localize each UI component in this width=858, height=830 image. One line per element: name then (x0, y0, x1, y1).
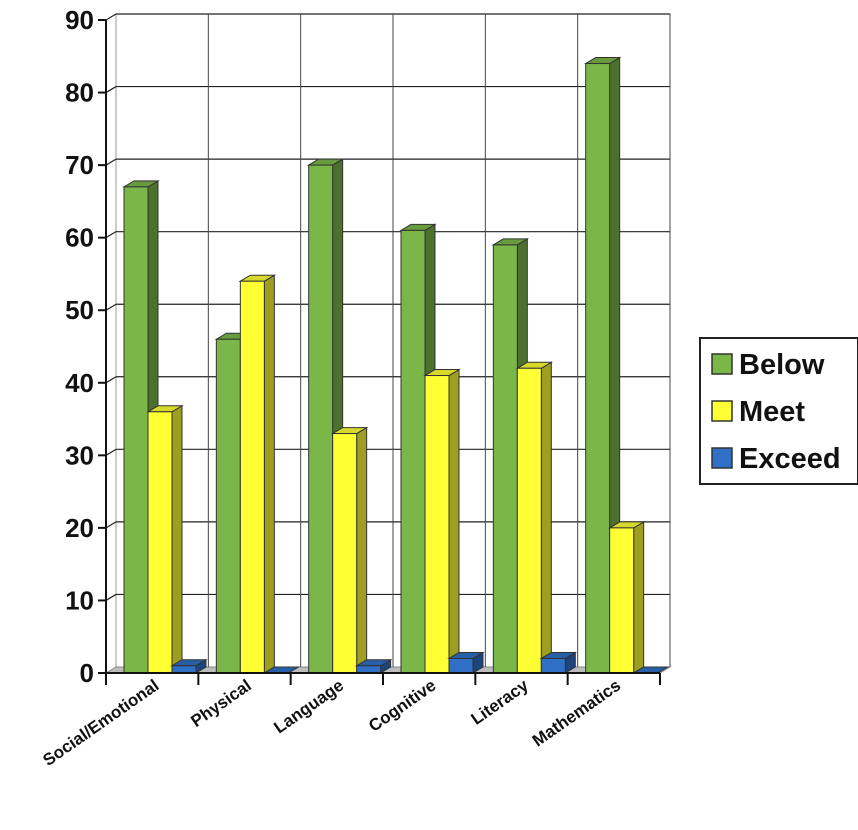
y-tick-label: 50 (65, 295, 94, 325)
bar-front (147, 411, 173, 674)
legend-swatch (711, 447, 733, 469)
bar-front (308, 164, 334, 674)
legend-item-exceed: Exceed (711, 443, 841, 475)
legend: Below Meet Exceed (699, 337, 858, 485)
legend-item-meet: Meet (711, 396, 805, 428)
bar-meet-cognitive (423, 368, 461, 674)
gridline-side (105, 448, 117, 456)
x-axis-categories: Social/Emotional Physical Language Cognitiv… (39, 675, 624, 769)
gridline-side (105, 158, 117, 166)
bar-front (239, 280, 265, 674)
y-tick-label: 60 (65, 223, 94, 253)
bar-side (171, 404, 183, 674)
bar-front (171, 665, 197, 674)
bar-side (263, 274, 275, 674)
legend-label: Exceed (739, 443, 841, 475)
bar-front (400, 229, 426, 674)
x-category-label: Literacy (467, 675, 532, 728)
bar-front (516, 367, 542, 674)
bar-meet-language (330, 426, 369, 674)
y-tick-label: 20 (65, 513, 94, 543)
gridline-side (105, 376, 117, 384)
bar-front (123, 186, 149, 674)
bar-front (492, 244, 518, 674)
bar-side (633, 521, 645, 674)
bar-exceed-social-emotional (170, 658, 208, 674)
gridline-side (105, 593, 117, 601)
bar-exceed-language (354, 658, 393, 674)
bar-exceed-literacy (539, 651, 578, 674)
bar-side (540, 361, 552, 674)
y-tick-label: 30 (65, 440, 94, 470)
legend-label: Meet (739, 396, 805, 428)
y-tick-label: 0 (80, 658, 94, 688)
bar-side (356, 426, 368, 674)
gridline-side (105, 303, 117, 311)
gridline-side (105, 521, 117, 529)
bar-meet-social-emotional (146, 404, 184, 674)
bar-front (609, 527, 635, 674)
legend-swatch (711, 353, 733, 375)
gridline-side (105, 86, 117, 94)
y-axis-ticks: 0 10 20 30 40 50 60 70 80 90 (65, 5, 106, 688)
y-tick-label: 70 (65, 150, 94, 180)
bars (122, 56, 670, 674)
bar-front (215, 338, 241, 674)
bar-exceed-cognitive (447, 651, 485, 674)
x-category-label: Mathematics (529, 676, 624, 751)
legend-item-below: Below (711, 349, 825, 381)
y-tick-label: 40 (65, 368, 94, 398)
bar-meet-literacy (515, 361, 554, 674)
bar-front (540, 657, 566, 674)
gridline-side (105, 13, 117, 21)
bar-below-mathematics (583, 56, 622, 674)
y-tick-label: 10 (65, 585, 94, 615)
x-category-label: Social/Emotional (39, 676, 162, 770)
bar-side (448, 368, 460, 674)
legend-label: Below (739, 349, 825, 381)
axes (105, 20, 661, 685)
bar-front (424, 375, 450, 674)
legend-swatch (711, 400, 733, 422)
bar-front (448, 657, 474, 674)
x-category-label: Cognitive (365, 676, 439, 736)
bar-front (585, 63, 611, 674)
bar-meet-physical (238, 274, 277, 674)
bar-front (356, 665, 382, 674)
gridline-side (105, 231, 117, 239)
bar-front (332, 433, 358, 674)
y-tick-label: 90 (65, 5, 94, 35)
gridlines (105, 13, 671, 667)
y-tick-label: 80 (65, 78, 94, 108)
bar-meet-mathematics (607, 521, 646, 674)
x-category-label: Language (270, 676, 347, 738)
